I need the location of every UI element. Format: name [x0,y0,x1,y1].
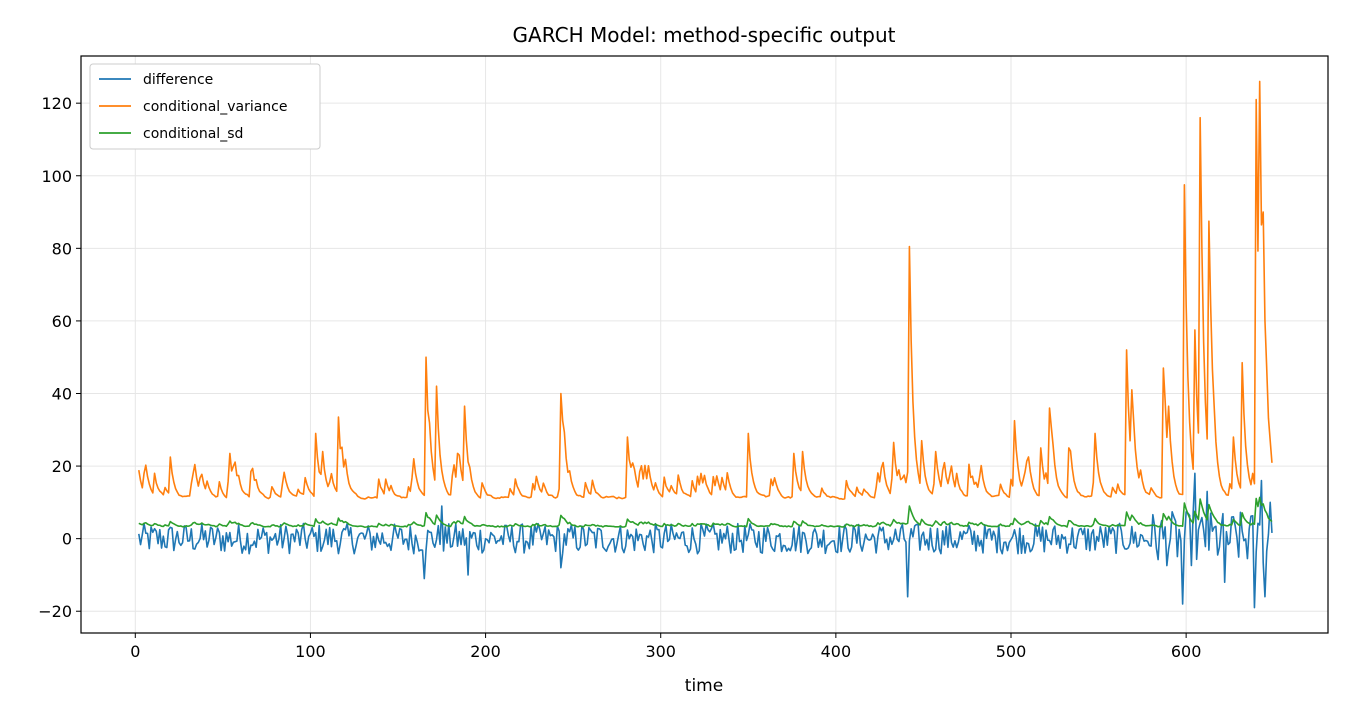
x-tick-label: 400 [821,642,852,661]
series-line-conditional_variance [138,80,1273,501]
x-axis-label: time [685,676,723,696]
grid-layer [81,56,1328,633]
x-tick-label: 200 [470,642,501,661]
legend-label-conditional_variance: conditional_variance [143,99,287,115]
legend: difference conditional_variance conditiona… [89,63,321,150]
y-tick-label: 20 [52,457,72,476]
y-tick-label: 40 [52,384,72,403]
series-line-difference [138,472,1273,609]
x-tick-label: 500 [996,642,1027,661]
x-tick-label: 300 [645,642,676,661]
tick-layer: 0 100 200 300 400 500 600 −20 0 20 40 60 80 100 120 [38,94,1201,661]
series-line-conditional_sd [138,496,1273,528]
y-tick-label: 0 [62,530,72,549]
legend-label-conditional_sd: conditional_sd [143,126,243,142]
y-tick-label: 100 [41,167,72,186]
y-tick-label: −20 [38,602,72,621]
plot-frame [80,55,1329,634]
y-tick-label: 120 [41,94,72,113]
legend-box [89,63,321,150]
chart-title: GARCH Model: method-specific output [513,23,896,47]
series-layer [138,80,1273,609]
legend-label-difference: difference [143,72,213,88]
y-tick-label: 60 [52,312,72,331]
x-tick-label: 100 [295,642,326,661]
x-tick-label: 600 [1171,642,1202,661]
x-tick-label: 0 [130,642,140,661]
y-tick-label: 80 [52,239,72,258]
